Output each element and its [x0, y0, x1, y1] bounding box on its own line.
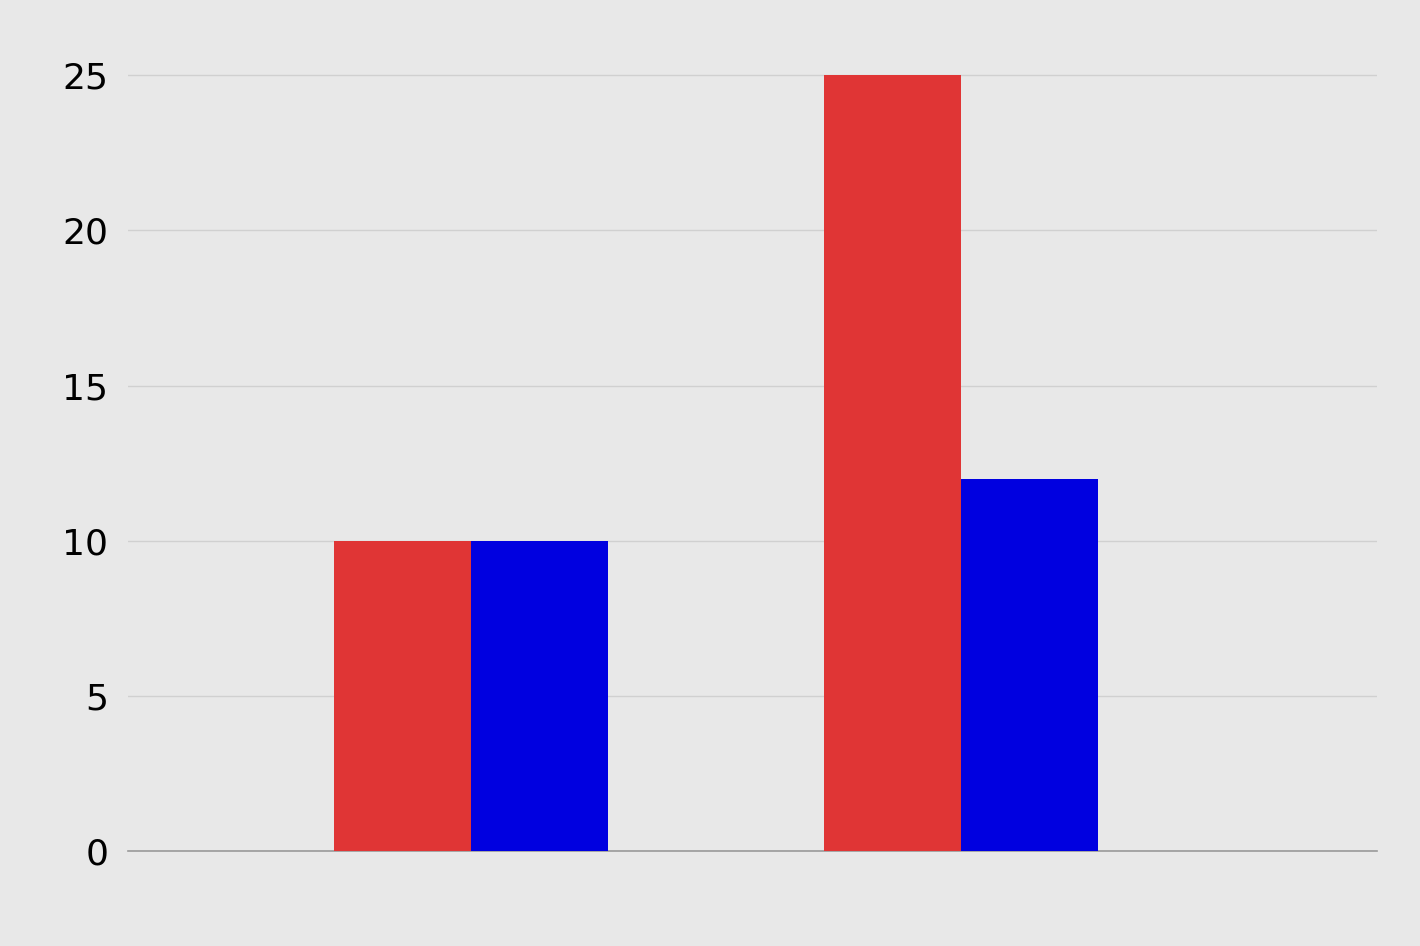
Bar: [824, 75, 961, 851]
Bar: [471, 541, 608, 851]
Bar: [961, 479, 1098, 851]
Bar: [334, 541, 471, 851]
